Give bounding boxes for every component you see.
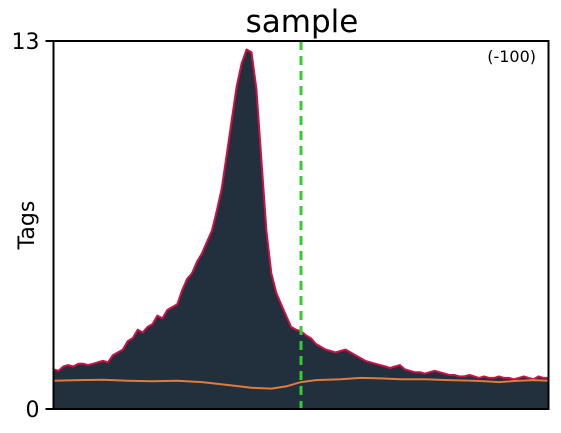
y-tick-label: 13: [12, 30, 40, 55]
y-tick-label: 0: [26, 398, 40, 423]
series-line-1: [53, 376, 549, 390]
y-ticks: 0 13: [12, 30, 54, 423]
plot-area: [53, 41, 549, 409]
offset-annotation: (-100): [487, 47, 536, 66]
plot-frame: [52, 40, 550, 410]
series-area-fill: [53, 49, 549, 409]
chart-title: sample: [246, 4, 359, 40]
y-axis-label: Tags: [15, 201, 40, 251]
